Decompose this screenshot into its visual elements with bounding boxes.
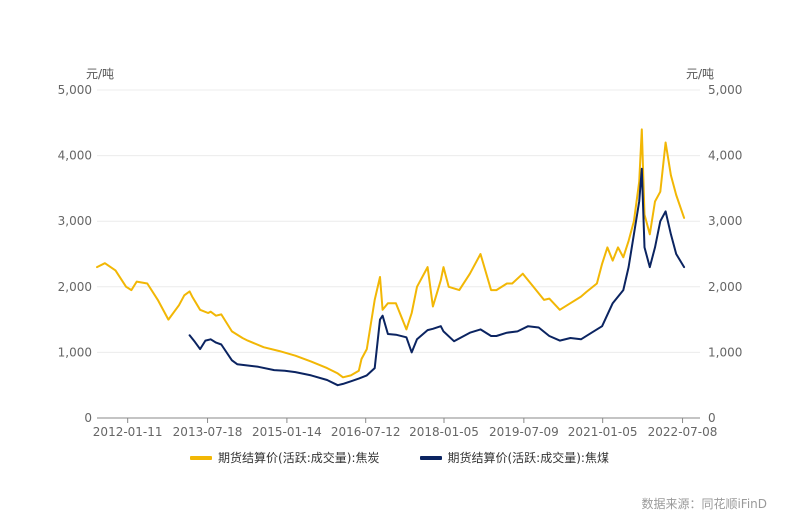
legend-label-coking-coal: 期货结算价(活跃:成交量):焦煤: [447, 451, 609, 465]
right-y-tick-label-5: 5,000: [708, 83, 742, 97]
left-y-tick-label-2: 2,000: [58, 280, 92, 294]
legend-swatch-coking-coal: [419, 455, 442, 460]
series-line-coking-coal: [188, 167, 686, 387]
left-axis-unit: 元/吨: [86, 67, 114, 81]
legend: 期货结算价(活跃:成交量):焦炭 期货结算价(活跃:成交量):焦煤: [0, 449, 799, 466]
data-source: 数据来源：同花顺iFinD: [641, 497, 767, 511]
left-y-tick-label-4: 4,000: [58, 149, 92, 163]
x-tick-label-0: 2012-01-11: [93, 425, 163, 439]
x-tick-label-3: 2016-07-12: [331, 425, 401, 439]
x-tick-label-5: 2019-07-09: [489, 425, 559, 439]
left-y-tick-label-0: 0: [84, 411, 92, 425]
right-y-tick-label-3: 3,000: [708, 214, 742, 228]
right-y-axis-ticks: 0 1,000 2,000 3,000 4,000 5,000: [708, 83, 742, 425]
x-tick-label-7: 2022-07-08: [648, 425, 718, 439]
legend-swatch-coke: [190, 455, 213, 460]
x-axis-ticks: 2012-01-11 2013-07-18 2015-01-14 2016-07-12…: [93, 418, 718, 439]
right-y-tick-label-4: 4,000: [708, 149, 742, 163]
x-tick-label-6: 2021-01-05: [568, 425, 638, 439]
legend-label-coke: 期货结算价(活跃:成交量):焦炭: [218, 451, 380, 465]
left-y-tick-label-1: 1,000: [58, 345, 92, 359]
legend-item-coking-coal[interactable]: 期货结算价(活跃:成交量):焦煤: [419, 449, 609, 466]
x-tick-label-4: 2018-01-05: [409, 425, 479, 439]
x-tick-label-1: 2013-07-18: [173, 425, 243, 439]
series-lines: [96, 128, 686, 387]
right-y-tick-label-1: 1,000: [708, 345, 742, 359]
right-y-tick-label-2: 2,000: [708, 280, 742, 294]
left-y-axis-ticks: 0 1,000 2,000 3,000 4,000 5,000: [58, 83, 92, 425]
gridlines: [97, 89, 700, 353]
right-y-tick-label-0: 0: [708, 411, 716, 425]
series-line-coke: [96, 128, 686, 379]
left-y-tick-label-3: 3,000: [58, 214, 92, 228]
left-y-tick-label-5: 5,000: [58, 83, 92, 97]
right-axis-unit: 元/吨: [686, 67, 714, 81]
x-tick-label-2: 2015-01-14: [252, 425, 322, 439]
legend-item-coke[interactable]: 期货结算价(活跃:成交量):焦炭: [190, 449, 380, 466]
